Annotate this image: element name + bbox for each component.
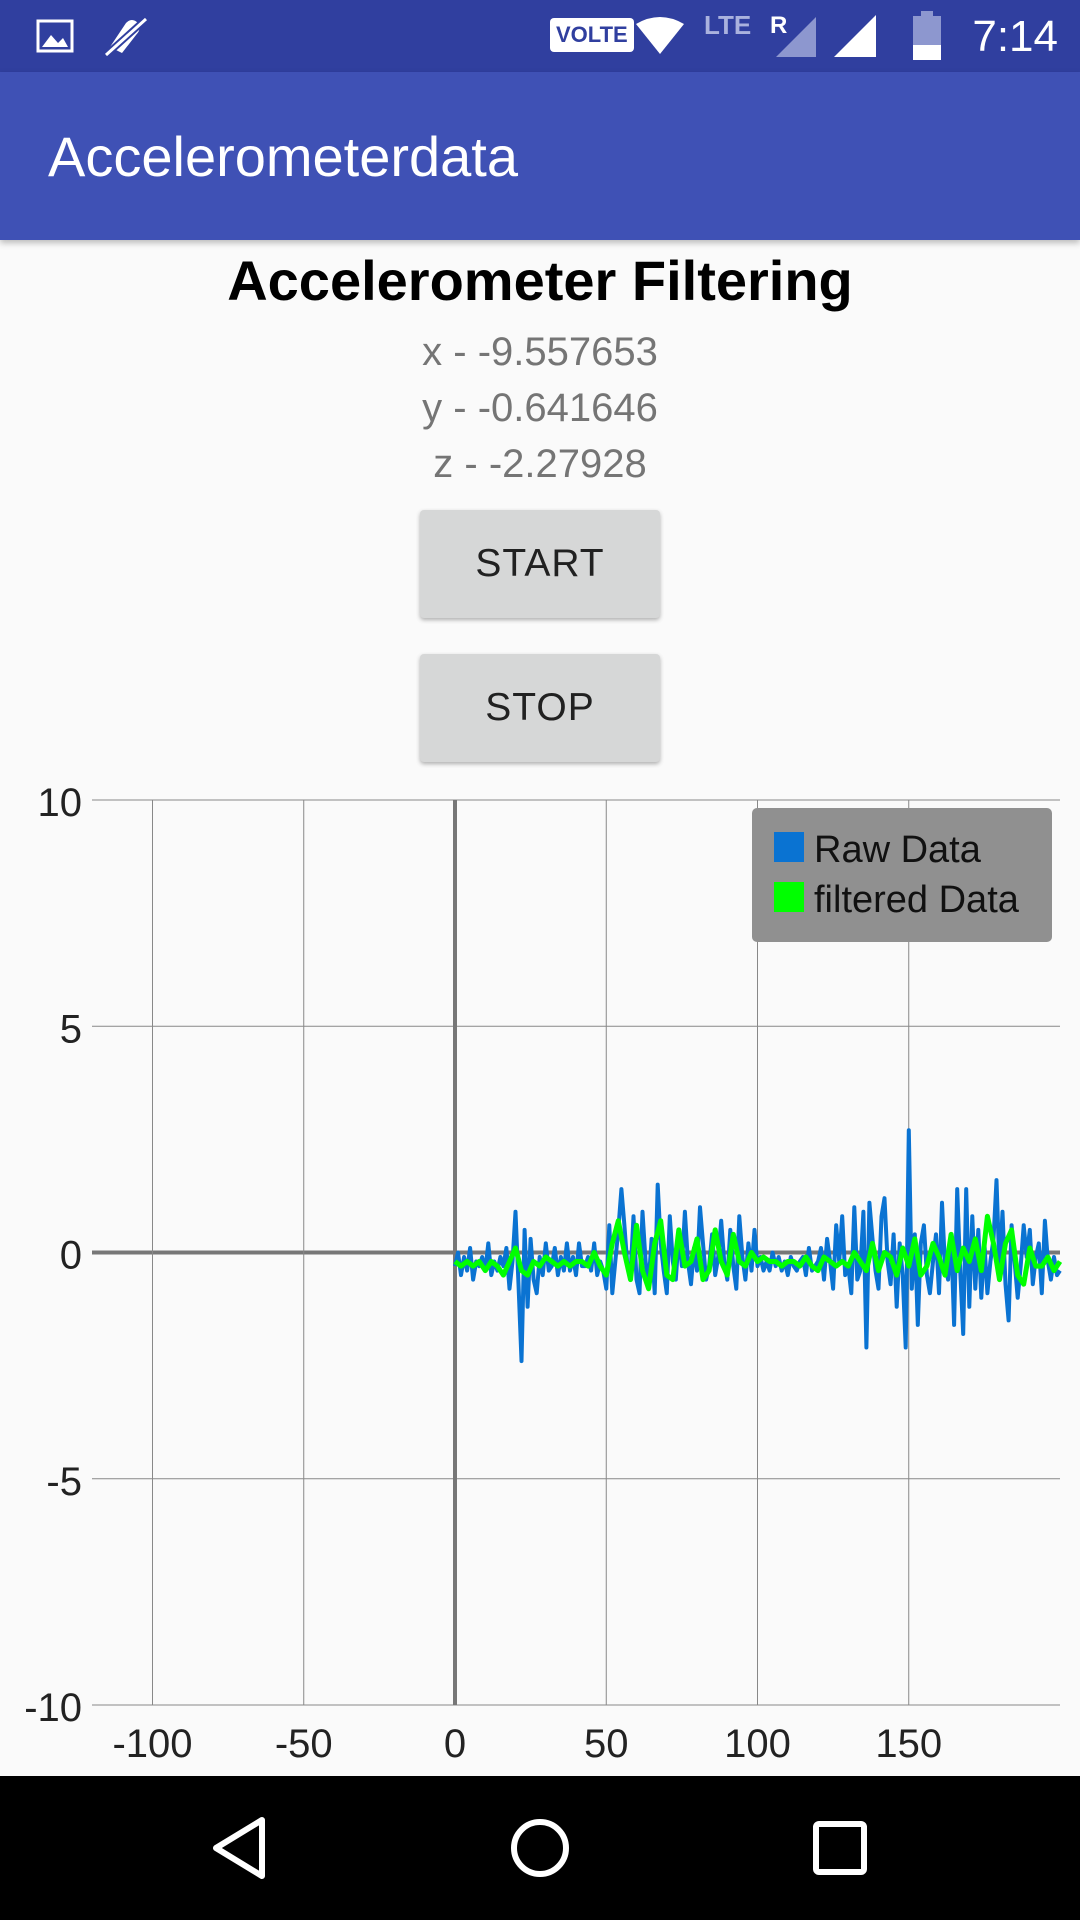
legend-swatch [774,832,804,862]
wifi-icon [634,10,686,62]
x-reading: x - -9.557653 [422,330,658,374]
status-bar: VOLTE LTE R 7:14 [0,0,1080,72]
back-icon[interactable] [202,1808,282,1888]
legend-swatch [774,882,804,912]
stop-button[interactable]: STOP [420,654,660,762]
y-tick-label: 5 [60,1007,82,1051]
legend-label: Raw Data [814,829,982,871]
x-tick-label: 0 [444,1722,466,1766]
network-label: LTE [704,10,752,40]
clock: 7:14 [972,12,1058,61]
y-tick-label: 10 [38,781,83,825]
x-tick-label: -50 [275,1722,333,1766]
x-tick-label: 150 [875,1722,942,1766]
signal-icon [772,10,818,62]
volte-badge: VOLTE [550,18,634,52]
y-tick-label: -5 [46,1460,82,1504]
recents-icon[interactable] [800,1808,880,1888]
start-button[interactable]: START [420,510,660,618]
navigation-bar [0,1776,1080,1920]
battery-icon [912,10,942,62]
y-reading: y - -0.641646 [422,386,658,430]
y-tick-label: 0 [60,1234,82,1278]
z-reading: z - -2.27928 [433,442,647,486]
app-title: Accelerometerdata [48,125,519,188]
mute-icon [100,10,152,62]
home-icon[interactable] [500,1808,580,1888]
legend-box [752,808,1052,942]
series-line-raw-data [453,1128,1062,1364]
x-tick-label: 100 [724,1722,791,1766]
app-bar: Accelerometerdata [0,72,1080,240]
legend-label: filtered Data [814,879,1020,921]
gallery-icon [36,10,74,62]
x-tick-label: -100 [112,1722,192,1766]
y-tick-label: -10 [24,1686,82,1730]
x-tick-label: 50 [584,1722,629,1766]
signal-icon [832,10,878,62]
series-line-filtered-data [453,1213,1063,1292]
page-title: Accelerometer Filtering [227,249,853,312]
roaming-label: R [770,12,788,39]
